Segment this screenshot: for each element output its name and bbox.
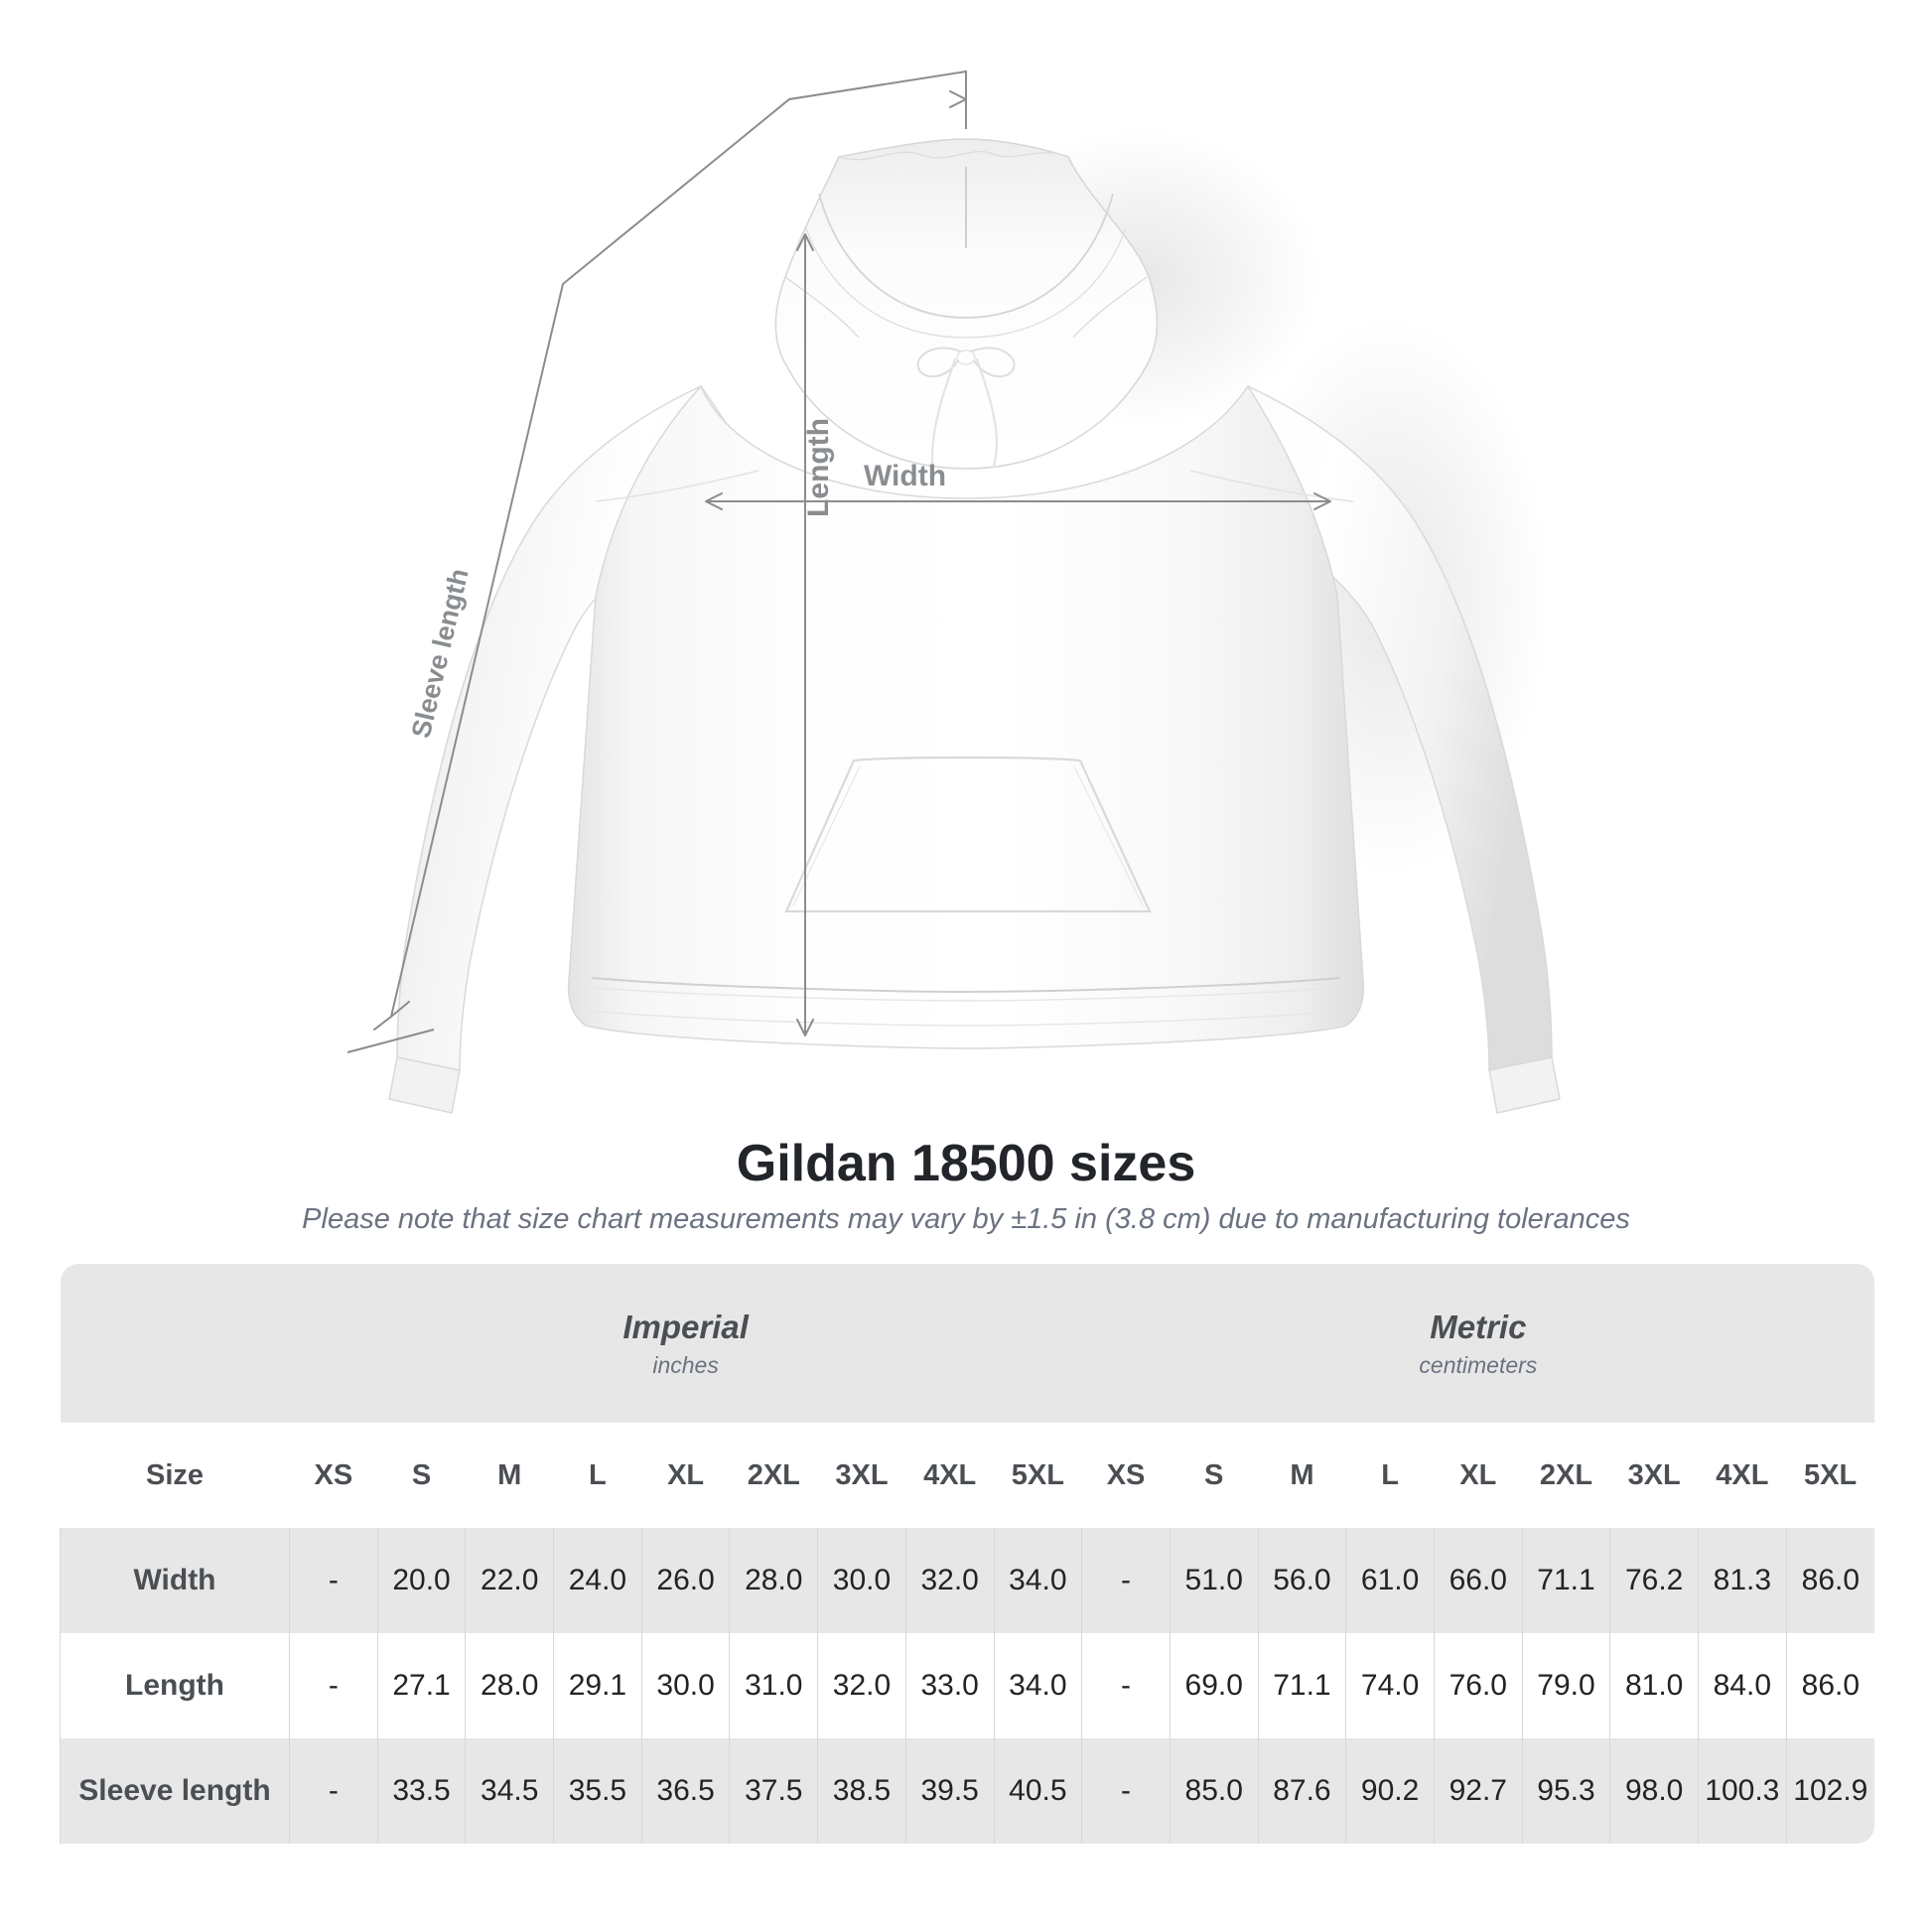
svg-text:Length: Length [802, 418, 835, 517]
svg-text:Width: Width [864, 460, 946, 492]
